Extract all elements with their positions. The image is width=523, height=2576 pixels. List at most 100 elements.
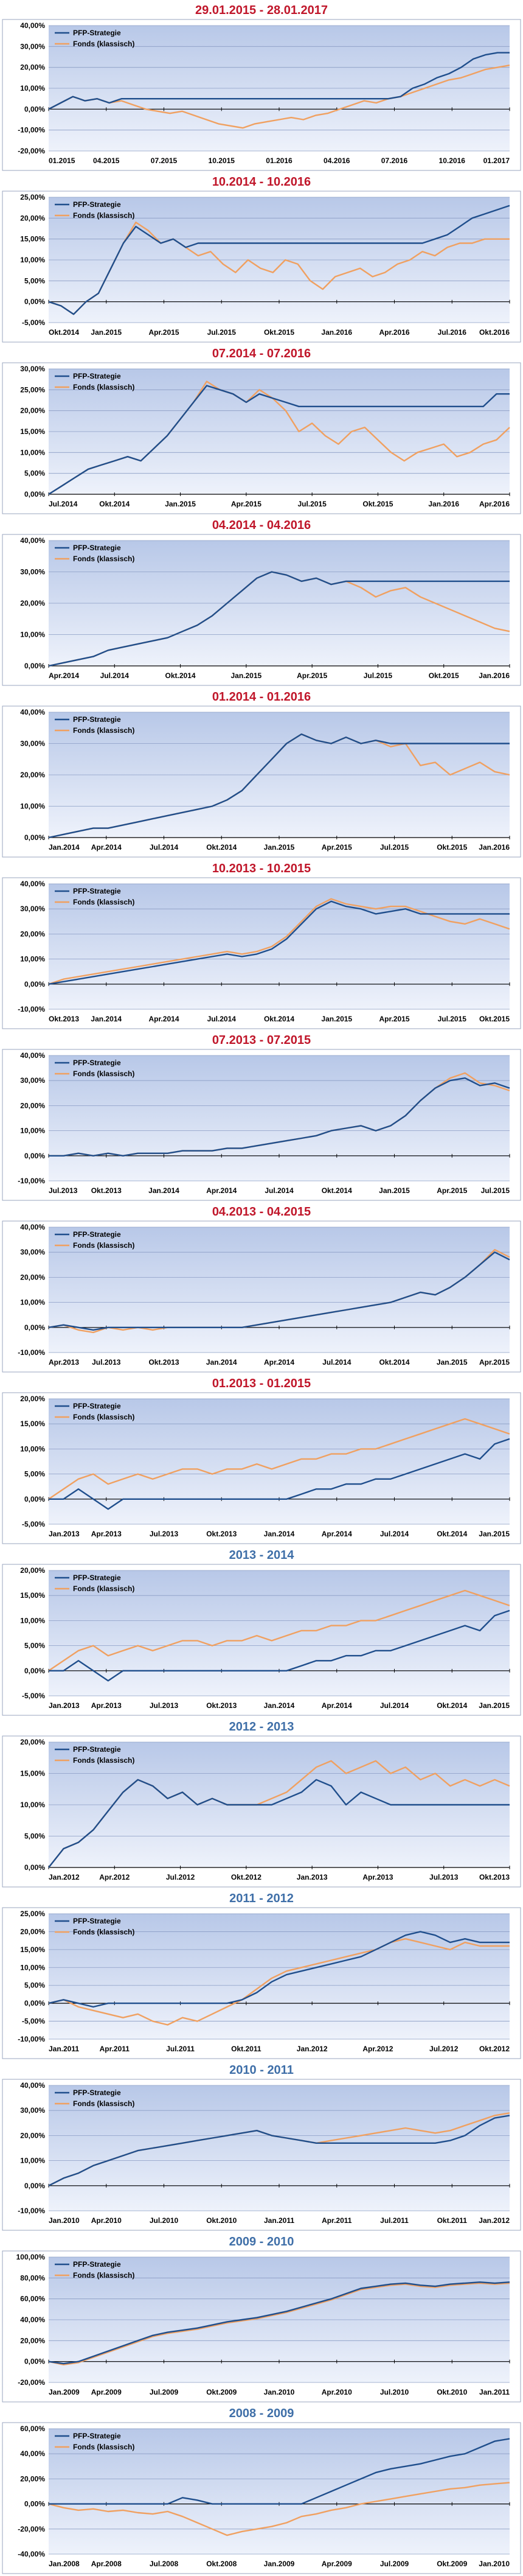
y-tick-label: 10,00% — [20, 84, 45, 93]
series-line-fund — [48, 2282, 510, 2366]
x-tick-label: Okt.2014 — [49, 328, 79, 337]
x-tick-label: Apr.2014 — [206, 1186, 237, 1195]
y-tick-label: 0,00% — [24, 1323, 45, 1332]
x-tick-label: Jan.2014 — [264, 1530, 295, 1538]
y-tick-label: 20,00% — [20, 599, 45, 607]
y-tick-label: 0,00% — [24, 1152, 45, 1160]
x-tick-label: Jul.2016 — [438, 328, 467, 337]
plot-area — [49, 1570, 510, 1696]
legend-label-strategy: PFP-Strategie — [73, 29, 121, 37]
x-tick-label: Okt.2013 — [206, 1530, 237, 1538]
plot-area — [49, 1227, 510, 1353]
x-tick-label: Jan.2009 — [49, 2388, 80, 2396]
legend: PFP-Strategie Fonds (klassisch) — [55, 715, 134, 735]
legend-label-strategy: PFP-Strategie — [73, 544, 121, 552]
x-tick-label: Jan.2013 — [49, 1530, 80, 1538]
legend-label-strategy: PFP-Strategie — [73, 2088, 121, 2097]
x-tick-label: 01.2017 — [483, 156, 510, 165]
legend: PFP-Strategie Fonds (klassisch) — [55, 1230, 134, 1250]
x-tick-label: Jul.2014 — [207, 1015, 237, 1023]
x-tick-label: Okt.2010 — [206, 2216, 237, 2225]
chart-svg: -10,00% 0,00% 10,00% 20,00% 30,00% 40,00% Okt.… — [2, 877, 521, 1029]
x-tick-label: Jan.2014 — [264, 1701, 295, 1710]
y-tick-label: 0,00% — [24, 1999, 45, 2007]
y-tick-label: 20,00% — [20, 63, 45, 72]
x-tick-label: Jul.2015 — [438, 1015, 467, 1023]
legend-label-strategy: PFP-Strategie — [73, 887, 121, 895]
y-tick-label: 20,00% — [20, 1101, 45, 1110]
chart-title: 01.2014 - 01.2016 — [212, 690, 311, 704]
x-tick-label: Jan.2015 — [437, 1358, 468, 1367]
y-tick-label: 10,00% — [20, 1298, 45, 1307]
x-tick-label: Apr.2016 — [379, 328, 409, 337]
y-tick-label: 30,00% — [20, 365, 45, 373]
chart-svg: -5,00% 0,00% 5,00% 10,00% 15,00% 20,00% 25,00%… — [2, 191, 521, 343]
y-tick-label: 5,00% — [24, 1981, 45, 1990]
y-tick-label: 0,00% — [24, 1667, 45, 1675]
legend-label-strategy: PFP-Strategie — [73, 715, 121, 724]
y-tick-label: 0,00% — [24, 2357, 45, 2366]
x-tick-label: Jan.2013 — [297, 1873, 328, 1881]
series-line-strategy — [48, 1931, 510, 2008]
chart-panel: 01.2014 - 01.2016 0,00% 10,00% 20,00% 30,00%… — [0, 687, 523, 858]
legend: PFP-Strategie Fonds (klassisch) — [55, 1573, 134, 1593]
legend-label-fund: Fonds (klassisch) — [73, 40, 134, 48]
y-tick-label: 40,00% — [20, 708, 45, 716]
legend-label-fund: Fonds (klassisch) — [73, 211, 134, 220]
legend-label-fund: Fonds (klassisch) — [73, 1584, 134, 1593]
chart-panel: 07.2014 - 07.2016 0,00% 5,00% 10,00% 15,00% 2… — [0, 343, 523, 515]
chart-svg: 0,00% 10,00% 20,00% 30,00% 40,00% Apr.2014 Jul… — [2, 534, 521, 686]
legend: PFP-Strategie Fonds (klassisch) — [55, 2088, 134, 2108]
legend: PFP-Strategie Fonds (klassisch) — [55, 1745, 134, 1765]
x-tick-label: Jul.2013 — [429, 1873, 459, 1881]
x-tick-label: Jul.2015 — [481, 1186, 510, 1195]
x-tick-label: Apr.2014 — [148, 1015, 179, 1023]
x-tick-label: Jan.2014 — [49, 843, 80, 852]
chart-panel: 04.2014 - 04.2016 0,00% 10,00% 20,00% 30,00%… — [0, 515, 523, 687]
legend-label-strategy: PFP-Strategie — [73, 1230, 121, 1239]
y-tick-label: 10,00% — [20, 631, 45, 639]
series-line-strategy — [48, 733, 510, 839]
y-tick-label: 30,00% — [20, 2106, 45, 2115]
legend-label-fund: Fonds (klassisch) — [73, 2443, 134, 2451]
chart-svg: -5,00% 0,00% 5,00% 10,00% 15,00% 20,00% Jan.20… — [2, 1392, 521, 1544]
chart-svg: 0,00% 5,00% 10,00% 15,00% 20,00% Jan.2012 Apr.… — [2, 1735, 521, 1888]
y-tick-label: 15,00% — [20, 427, 45, 436]
chart-svg: -40,00% -20,00% 0,00% 20,00% 40,00% 60,00% Jan… — [2, 2422, 521, 2574]
x-tick-label: Jul.2011 — [380, 2216, 409, 2225]
legend-label-fund: Fonds (klassisch) — [73, 898, 134, 906]
chart-svg: 0,00% 5,00% 10,00% 15,00% 20,00% 25,00% 30,00%… — [2, 362, 521, 514]
chart-panel: 29.01.2015 - 28.01.2017 -20,00% -10,00% 0,0… — [0, 0, 523, 172]
x-tick-label: Jan.2015 — [91, 328, 122, 337]
series-line-strategy — [48, 571, 510, 667]
y-tick-label: 5,00% — [24, 1470, 45, 1479]
x-tick-label: Okt.2013 — [49, 1015, 79, 1023]
x-tick-label: Jul.2012 — [166, 1873, 195, 1881]
y-tick-label: 0,00% — [24, 980, 45, 989]
x-tick-label: Jan.2008 — [49, 2560, 80, 2568]
y-tick-label: 20,00% — [20, 1395, 45, 1403]
x-tick-label: Okt.2008 — [206, 2560, 237, 2568]
x-tick-label: 10.2016 — [439, 156, 466, 165]
x-tick-label: Jul.2010 — [150, 2216, 179, 2225]
y-tick-label: 60,00% — [20, 2295, 45, 2303]
chart-title: 2012 - 2013 — [229, 1720, 294, 1734]
series-line-strategy — [48, 52, 510, 110]
x-tick-label: Jul.2010 — [380, 2388, 409, 2396]
series-line-strategy — [49, 1609, 510, 1682]
x-tick-label: Jul.2014 — [100, 671, 130, 680]
x-tick-label: Okt.2012 — [231, 1873, 262, 1881]
y-tick-label: 25,00% — [20, 193, 45, 201]
y-tick-label: -5,00% — [22, 318, 45, 327]
y-tick-label: 0,00% — [24, 1863, 45, 1872]
x-tick-label: Jan.2015 — [165, 500, 196, 508]
x-tick-label: Apr.2010 — [91, 2216, 122, 2225]
y-tick-label: 10,00% — [20, 802, 45, 811]
x-tick-label: Jan.2015 — [264, 843, 295, 852]
x-tick-label: Jan.2010 — [479, 2560, 510, 2568]
x-tick-label: Okt.2015 — [362, 500, 393, 508]
chart-title: 01.2013 - 01.2015 — [212, 1377, 311, 1390]
x-tick-label: Jul.2014 — [380, 1701, 409, 1710]
chart-title: 10.2014 - 10.2016 — [212, 175, 311, 189]
x-tick-label: Jan.2011 — [264, 2216, 294, 2225]
